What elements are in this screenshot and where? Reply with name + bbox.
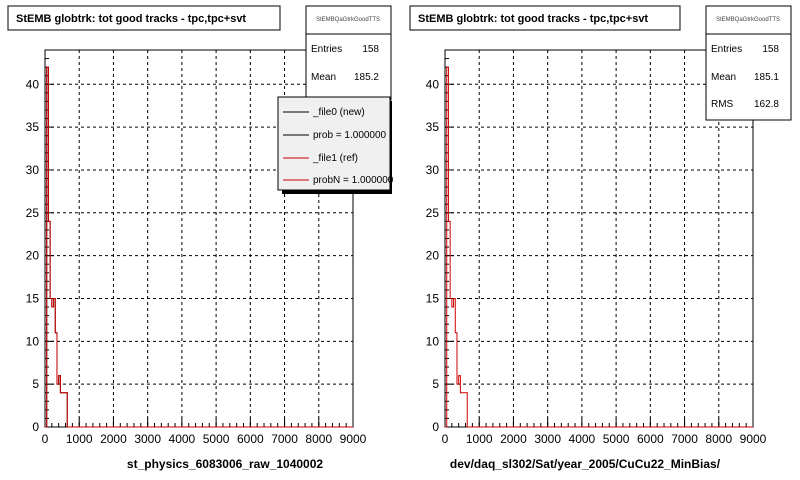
right-stats-entries-value: 158: [762, 44, 779, 55]
right-x-tick-label: 4000: [569, 432, 596, 446]
left-title: StEMB globtrk: tot good tracks - tpc,tpc…: [16, 13, 246, 25]
right-title-box: [409, 5, 681, 31]
right-x-tick-label: 3000: [534, 432, 561, 446]
right-y-tick-label: 25: [426, 206, 440, 220]
right-y-tick-label: 5: [432, 377, 439, 391]
legend-entry-prob: prob = 1.000000: [313, 130, 387, 141]
left-stats-entries-label: Entries: [311, 44, 342, 55]
right-stats-header: StEMBQaGtrkGoodTTS: [716, 17, 780, 23]
left-grid: [45, 50, 353, 427]
right-title: StEMB globtrk: tot good tracks - tpc,tpc…: [418, 13, 648, 25]
left-stats-box: StEMBQaGtrkGoodTTS Entries 158 Mean 185.…: [305, 5, 392, 101]
right-x-axis-label: dev/daq_sl302/Sat/year_2005/CuCu22_MinBi…: [450, 457, 721, 471]
left-y-tick-label: 30: [26, 163, 40, 177]
left-x-tick-label: 7000: [271, 432, 298, 446]
left-x-tick-label: 6000: [237, 432, 264, 446]
right-stats-box: StEMBQaGtrkGoodTTS Entries 158 Mean 185.…: [705, 5, 792, 121]
left-y-tick-label: 25: [26, 206, 40, 220]
right-stats-mean-value: 185.1: [754, 72, 779, 83]
left-stats-entries-value: 158: [362, 44, 379, 55]
left-y-tick-label: 10: [26, 334, 40, 348]
right-y-tick-label: 40: [426, 77, 440, 91]
right-x-tick-label: 5000: [603, 432, 630, 446]
left-stats-mean-value: 185.2: [354, 72, 379, 83]
left-series: [45, 66, 353, 428]
right-stats-rms-value: 162.8: [754, 99, 779, 110]
left-x-tick-label: 9000: [340, 432, 367, 446]
left-x-tick-label: 5000: [203, 432, 230, 446]
left-x-tick-label: 2000: [100, 432, 127, 446]
left-title-box: [7, 5, 281, 31]
left-y-tick-label: 15: [26, 291, 40, 305]
left-y-tick-label: 0: [32, 420, 39, 434]
left-y-tick-label: 35: [26, 120, 40, 134]
right-stats-mean-label: Mean: [711, 72, 736, 83]
right-x-tick-label: 8000: [705, 432, 732, 446]
right-stats-entries-label: Entries: [711, 44, 742, 55]
left-y-tick-label: 20: [26, 249, 40, 263]
left-x-tick-label: 1000: [66, 432, 93, 446]
right-x-tick-label: 9000: [740, 432, 767, 446]
right-x-tick-label: 2000: [500, 432, 527, 446]
right-grid: [445, 50, 753, 427]
right-y-tick-label: 0: [432, 420, 439, 434]
left-stats-header: StEMBQaGtrkGoodTTS: [316, 17, 380, 23]
legend-entry-probn: probN = 1.000000: [313, 175, 394, 186]
right-y-tick-label: 20: [426, 249, 440, 263]
right-x-tick-label: 0: [442, 432, 449, 446]
left-panel: StEMB globtrk: tot good tracks - tpc,tpc…: [7, 5, 394, 471]
left-x-axis-label: st_physics_6083006_raw_1040002: [127, 457, 323, 471]
left-x-tick-label: 4000: [169, 432, 196, 446]
left-x-tick-label: 0: [42, 432, 49, 446]
legend-entry-new: _file0 (new): [312, 107, 365, 118]
right-x-tick-label: 1000: [466, 432, 493, 446]
right-x-tick-label: 7000: [671, 432, 698, 446]
legend-entry-ref: _file1 (ref): [312, 153, 358, 164]
left-x-tick-label: 3000: [134, 432, 161, 446]
right-y-tick-label: 30: [426, 163, 440, 177]
right-series: [445, 66, 753, 428]
right-panel: StEMB globtrk: tot good tracks - tpc,tpc…: [409, 5, 792, 471]
left-y-tick-label: 5: [32, 377, 39, 391]
left-series-line-1: [45, 66, 353, 428]
right-stats-rms-label: RMS: [711, 99, 734, 110]
right-x-tick-label: 6000: [637, 432, 664, 446]
right-plot-frame: [444, 49, 754, 428]
left-legend: _file0 (new) prob = 1.000000 _file1 (ref…: [277, 96, 394, 194]
right-y-tick-label: 10: [426, 334, 440, 348]
right-series-line-0: [445, 66, 753, 428]
left-y-tick-label: 40: [26, 77, 40, 91]
left-stats-mean-label: Mean: [311, 72, 336, 83]
right-y-tick-label: 35: [426, 120, 440, 134]
left-x-tick-label: 8000: [305, 432, 332, 446]
right-y-tick-label: 15: [426, 291, 440, 305]
